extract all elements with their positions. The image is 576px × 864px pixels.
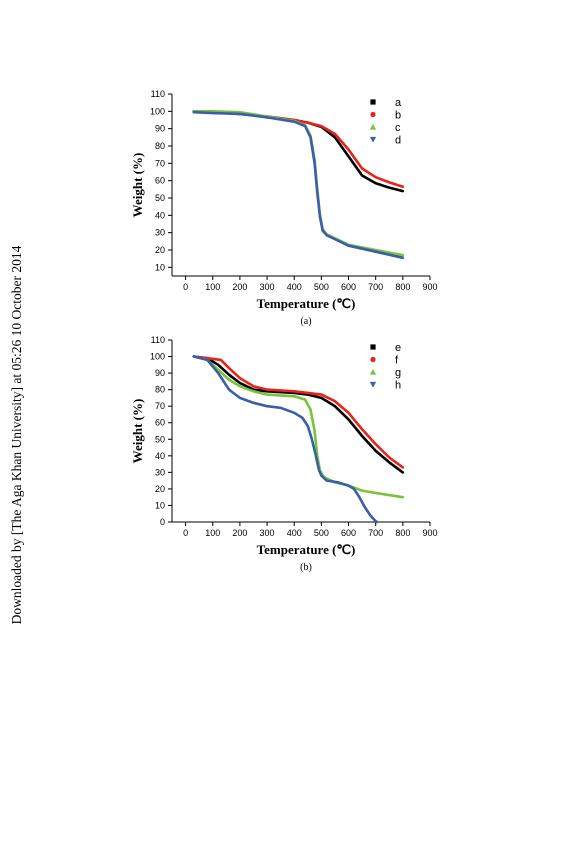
legend-marker-e	[370, 344, 376, 350]
legend-label-b: b	[395, 110, 401, 122]
legend-label-f: f	[395, 355, 399, 367]
tga-chart-b: 0 100 200 300 400 500 600 700 800 900 0 10 20 30 40 50 6…	[130, 335, 438, 573]
x-axis-title: Temperature (℃)	[257, 296, 356, 311]
x-tick-label: 700	[368, 528, 383, 538]
tga-chart-a: 0 100 200 300 400 500 600 700 800 900 10 20 30 40 50 60…	[130, 89, 438, 327]
legend-entry-g: g	[369, 367, 401, 379]
x-tick-label: 600	[341, 282, 356, 292]
legend-label-g: g	[395, 367, 401, 379]
series-line-e	[192, 355, 405, 474]
y-axis-title: Weight (%)	[130, 153, 145, 218]
x-tick-label: 200	[232, 528, 247, 538]
x-tick-label: 300	[260, 528, 275, 538]
x-tick-label: 500	[314, 528, 329, 538]
y-tick-label: 40	[155, 451, 165, 461]
panel-label: (b)	[300, 562, 312, 573]
legend-label-d: d	[395, 135, 401, 147]
x-tick-label: 800	[395, 528, 410, 538]
x-tick-label: 500	[314, 282, 329, 292]
legend-entry-f: f	[370, 355, 399, 367]
legend-entry-d: d	[369, 135, 401, 147]
y-tick-label: 60	[155, 176, 165, 186]
y-tick-label: 110	[151, 335, 165, 345]
y-tick-label: 30	[155, 467, 165, 477]
legend-marker-h	[369, 381, 377, 388]
x-tick-label: 0	[183, 282, 188, 292]
y-tick-label: 110	[151, 89, 165, 99]
x-tick-label: 0	[183, 528, 188, 538]
y-tick-label: 100	[150, 352, 165, 362]
legend-entry-e: e	[370, 342, 401, 354]
legend-label-a: a	[395, 97, 402, 109]
y-tick-label: 70	[155, 158, 165, 168]
legend-marker-a	[370, 99, 376, 105]
y-tick-label: 50	[155, 434, 165, 444]
y-tick-label: 100	[150, 106, 165, 116]
legend-entry-c: c	[369, 122, 401, 134]
x-tick-label: 800	[395, 282, 410, 292]
legend-label-e: e	[395, 342, 401, 354]
series-line-f	[192, 355, 405, 469]
x-tick-label: 100	[205, 528, 220, 538]
legend-marker-d	[369, 136, 377, 143]
y-tick-label: 50	[155, 193, 165, 203]
legend-marker-c	[369, 123, 377, 130]
y-tick-label: 10	[155, 500, 165, 510]
x-tick-label: 400	[287, 282, 302, 292]
x-tick-label: 900	[422, 282, 437, 292]
x-tick-label: 400	[287, 528, 302, 538]
y-tick-label: 10	[155, 262, 165, 272]
legend-entry-a: a	[370, 97, 402, 109]
legend-marker-b	[370, 111, 376, 118]
x-tick-label: 900	[422, 528, 437, 538]
y-tick-label: 0	[160, 517, 165, 527]
legend-marker-g	[369, 368, 377, 375]
x-tick-label: 100	[205, 282, 220, 292]
x-tick-label: 300	[260, 282, 275, 292]
y-tick-label: 20	[155, 245, 165, 255]
y-tick-label: 80	[155, 141, 165, 151]
y-tick-label: 80	[155, 385, 165, 395]
y-tick-label: 40	[155, 210, 165, 220]
legend-entry-b: b	[370, 110, 401, 122]
x-tick-label: 200	[232, 282, 247, 292]
x-tick-label: 700	[368, 282, 383, 292]
y-tick-label: 90	[155, 124, 165, 134]
legend-label-h: h	[395, 380, 401, 392]
y-axis-title: Weight (%)	[130, 399, 145, 464]
x-tick-label: 600	[341, 528, 356, 538]
y-tick-label: 60	[155, 418, 165, 428]
legend-label-c: c	[395, 122, 401, 134]
series-line-g	[192, 355, 405, 499]
series-line-h	[192, 355, 379, 524]
y-tick-label: 20	[155, 484, 165, 494]
y-tick-label: 90	[155, 368, 165, 378]
legend-marker-f	[370, 356, 376, 363]
series-line-d	[192, 110, 405, 260]
panel-label: (a)	[300, 316, 311, 327]
y-tick-label: 70	[155, 401, 165, 411]
legend-entry-h: h	[369, 380, 401, 392]
y-tick-label: 30	[155, 228, 165, 238]
x-axis-title: Temperature (℃)	[257, 542, 356, 557]
